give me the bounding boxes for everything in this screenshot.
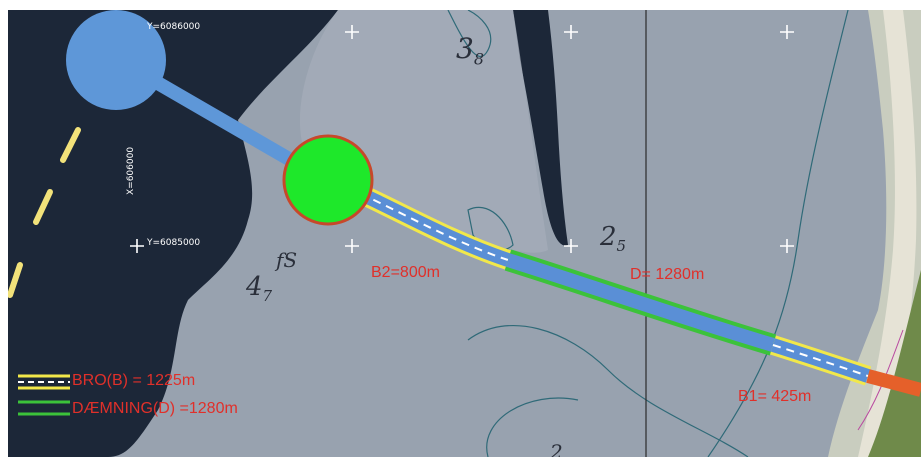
coordinate-label-x: X=606000 (126, 146, 136, 195)
depth-contour (447, 10, 492, 57)
segment-label-b1: B1= 425m (738, 388, 812, 405)
legend-label-bridge: BRO(B) = 1225m (72, 372, 196, 389)
depth-contour (707, 10, 849, 457)
land-vegetation (868, 270, 921, 457)
legend-bridge-swatch (18, 374, 70, 390)
junction-node-green[interactable] (282, 134, 374, 226)
map-canvas[interactable]: Y=6086000 Y=6085000 X=606000 38 25 47 fS… (8, 10, 921, 457)
existing-road (8, 127, 81, 298)
depth-contour (467, 325, 749, 457)
depth-sounding: 2 (550, 440, 563, 457)
coordinate-label-top: Y=6086000 (147, 22, 201, 32)
deep-channel (513, 10, 568, 246)
deep-water-area (8, 10, 338, 457)
start-node-blue[interactable] (66, 10, 166, 110)
landfall-segment (866, 369, 921, 397)
segment-label-b2: B2=800m (371, 264, 440, 281)
dam-segment-d (504, 249, 777, 356)
segment-label-d: D= 1280m (630, 266, 705, 283)
legend-label-dam: DÆMNING(D) =1280m (72, 400, 238, 417)
coordinate-label-mid: Y=6085000 (147, 238, 201, 248)
depth-sounding: 25 (600, 222, 627, 256)
depth-sounding: 38 (456, 32, 485, 69)
depth-sounding: 47 (246, 272, 273, 306)
bridge-segment-b1 (770, 335, 872, 386)
beach-foam (858, 10, 917, 457)
depth-sounding: fS (276, 248, 298, 272)
depth-contour (486, 397, 579, 457)
legend-dam-swatch (18, 400, 70, 416)
